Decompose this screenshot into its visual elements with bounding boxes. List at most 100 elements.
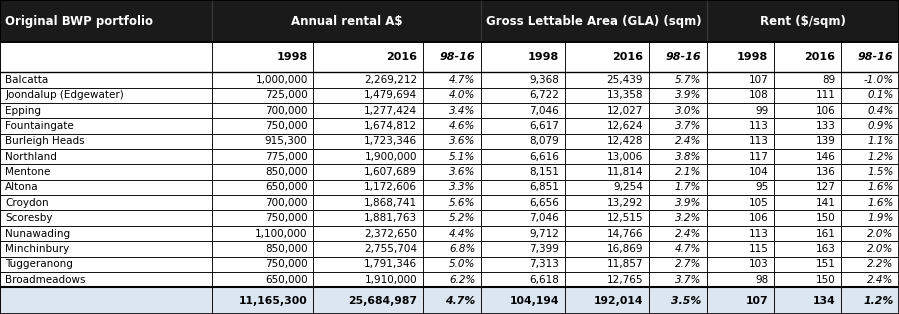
Text: 115: 115	[749, 244, 769, 254]
Bar	[774, 180, 841, 195]
Bar	[707, 257, 774, 272]
Bar	[0, 180, 212, 195]
Bar	[481, 88, 565, 103]
Text: 98-16: 98-16	[665, 52, 701, 62]
Bar	[648, 210, 707, 226]
Bar	[481, 42, 565, 72]
Bar	[707, 226, 774, 241]
Text: 163: 163	[815, 244, 835, 254]
Bar	[423, 210, 481, 226]
Bar	[648, 257, 707, 272]
Bar	[565, 287, 648, 314]
Bar	[212, 88, 313, 103]
Bar	[0, 149, 212, 165]
Bar	[212, 210, 313, 226]
Bar	[707, 226, 774, 241]
Bar	[212, 134, 313, 149]
Bar	[707, 272, 774, 287]
Bar	[212, 149, 313, 165]
Bar	[481, 241, 565, 257]
Text: 3.9%: 3.9%	[675, 198, 701, 208]
Text: 1,277,424: 1,277,424	[364, 106, 417, 116]
Text: 4.7%: 4.7%	[445, 296, 476, 306]
Text: 1.2%: 1.2%	[868, 152, 894, 162]
Bar	[481, 72, 565, 88]
Bar	[648, 210, 707, 226]
Text: 2,269,212: 2,269,212	[364, 75, 417, 85]
Bar	[313, 134, 423, 149]
Bar	[774, 241, 841, 257]
Bar	[313, 134, 423, 149]
Bar	[648, 180, 707, 195]
Text: 0.1%: 0.1%	[868, 90, 894, 100]
Bar	[841, 165, 899, 180]
Bar	[423, 241, 481, 257]
Bar	[212, 42, 313, 72]
Bar	[313, 180, 423, 195]
Bar	[481, 210, 565, 226]
Bar	[423, 195, 481, 210]
Bar	[423, 165, 481, 180]
Bar	[565, 241, 648, 257]
Bar	[423, 226, 481, 241]
Text: 5.7%: 5.7%	[675, 75, 701, 85]
Bar	[707, 118, 774, 134]
Bar	[0, 241, 212, 257]
Text: 3.5%: 3.5%	[671, 296, 701, 306]
Bar	[481, 134, 565, 149]
Bar	[841, 134, 899, 149]
Bar	[565, 195, 648, 210]
Bar	[212, 118, 313, 134]
Bar	[423, 257, 481, 272]
Bar	[481, 241, 565, 257]
Bar	[0, 134, 212, 149]
Bar	[423, 287, 481, 314]
Bar	[565, 180, 648, 195]
Bar	[648, 195, 707, 210]
Bar	[774, 134, 841, 149]
Bar	[774, 118, 841, 134]
Bar	[707, 287, 774, 314]
Bar	[707, 210, 774, 226]
Bar	[648, 241, 707, 257]
Bar	[212, 195, 313, 210]
Bar	[707, 72, 774, 88]
Text: 95: 95	[755, 182, 769, 192]
Bar	[841, 72, 899, 88]
Text: 11,165,300: 11,165,300	[239, 296, 307, 306]
Bar	[648, 88, 707, 103]
Bar	[648, 195, 707, 210]
Text: 12,515: 12,515	[607, 213, 643, 223]
Text: 11,814: 11,814	[607, 167, 643, 177]
Bar	[841, 210, 899, 226]
Bar	[565, 103, 648, 118]
Bar	[841, 134, 899, 149]
Bar	[841, 180, 899, 195]
Bar	[774, 72, 841, 88]
Text: Fountaingate: Fountaingate	[5, 121, 74, 131]
Text: 0.9%: 0.9%	[868, 121, 894, 131]
Text: Scoresby: Scoresby	[5, 213, 53, 223]
Bar	[0, 287, 212, 314]
Bar	[774, 134, 841, 149]
Text: 13,006: 13,006	[607, 152, 643, 162]
Text: 6,616: 6,616	[530, 152, 559, 162]
Bar	[841, 42, 899, 72]
Bar	[841, 195, 899, 210]
Bar	[423, 103, 481, 118]
Text: 2,372,650: 2,372,650	[364, 229, 417, 239]
Text: 6,656: 6,656	[530, 198, 559, 208]
Bar	[0, 165, 212, 180]
Bar	[212, 0, 481, 42]
Bar	[313, 42, 423, 72]
Bar	[774, 287, 841, 314]
Bar	[0, 0, 212, 42]
Text: 2.4%: 2.4%	[675, 136, 701, 146]
Bar	[707, 287, 774, 314]
Bar	[423, 72, 481, 88]
Bar	[313, 103, 423, 118]
Bar	[565, 72, 648, 88]
Text: 134: 134	[813, 296, 835, 306]
Text: 3.7%: 3.7%	[675, 275, 701, 284]
Bar	[841, 88, 899, 103]
